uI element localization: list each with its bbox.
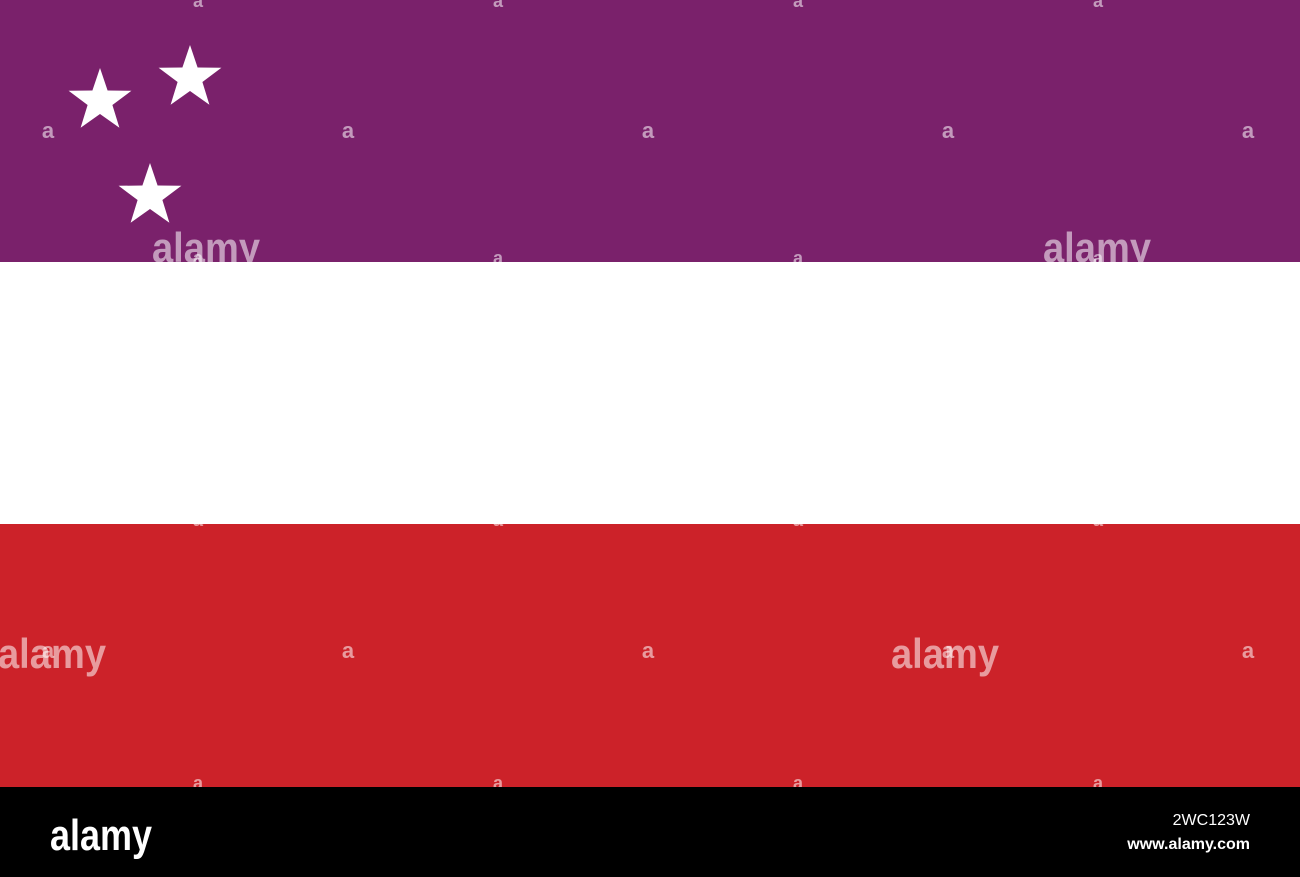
footer-bar: [0, 787, 1300, 877]
watermark-letter: a: [1242, 638, 1255, 663]
watermark-letter: a: [342, 638, 355, 663]
purple-stripe: [0, 0, 1300, 263]
watermark-letter: a: [1093, 0, 1104, 11]
watermark-letter: a: [1093, 248, 1104, 268]
watermark-letter: a: [1093, 510, 1104, 530]
watermark-letter: a: [193, 773, 204, 793]
watermark-letter: a: [193, 248, 204, 268]
watermark-word: alamy: [891, 630, 1000, 677]
watermark-letter: a: [493, 510, 504, 530]
watermark-letter: a: [42, 638, 55, 663]
watermark-letter: a: [342, 118, 355, 143]
watermark-letter: a: [193, 0, 204, 11]
watermark-letter: a: [1093, 773, 1104, 793]
watermark-letter: a: [193, 510, 204, 530]
watermark-letter: a: [793, 0, 804, 11]
watermark-letter: a: [942, 638, 955, 663]
watermark-letter: a: [942, 118, 955, 143]
watermark-word: alamy: [152, 224, 261, 271]
watermark-letter: a: [493, 0, 504, 11]
image-id: 2WC123W: [1173, 812, 1251, 829]
watermark-word: alamy: [0, 630, 107, 677]
watermark-letter: a: [793, 248, 804, 268]
watermark-letter: a: [642, 638, 655, 663]
star: [158, 45, 222, 105]
watermark-word: alamy: [1043, 224, 1152, 271]
watermark-letter: a: [793, 773, 804, 793]
watermark-letter: a: [42, 118, 55, 143]
stars: [68, 45, 222, 223]
watermark-letter: a: [642, 118, 655, 143]
watermark-letter: a: [493, 248, 504, 268]
watermark-letter: a: [793, 510, 804, 530]
red-stripe: [0, 524, 1300, 787]
star: [68, 68, 132, 128]
watermark-letter: a: [493, 773, 504, 793]
watermark-letter: a: [1242, 118, 1255, 143]
white-stripe: [0, 262, 1300, 525]
footer-url: www.alamy.com: [1126, 836, 1250, 853]
star: [118, 163, 182, 223]
footer-logo: alamy: [50, 811, 152, 860]
